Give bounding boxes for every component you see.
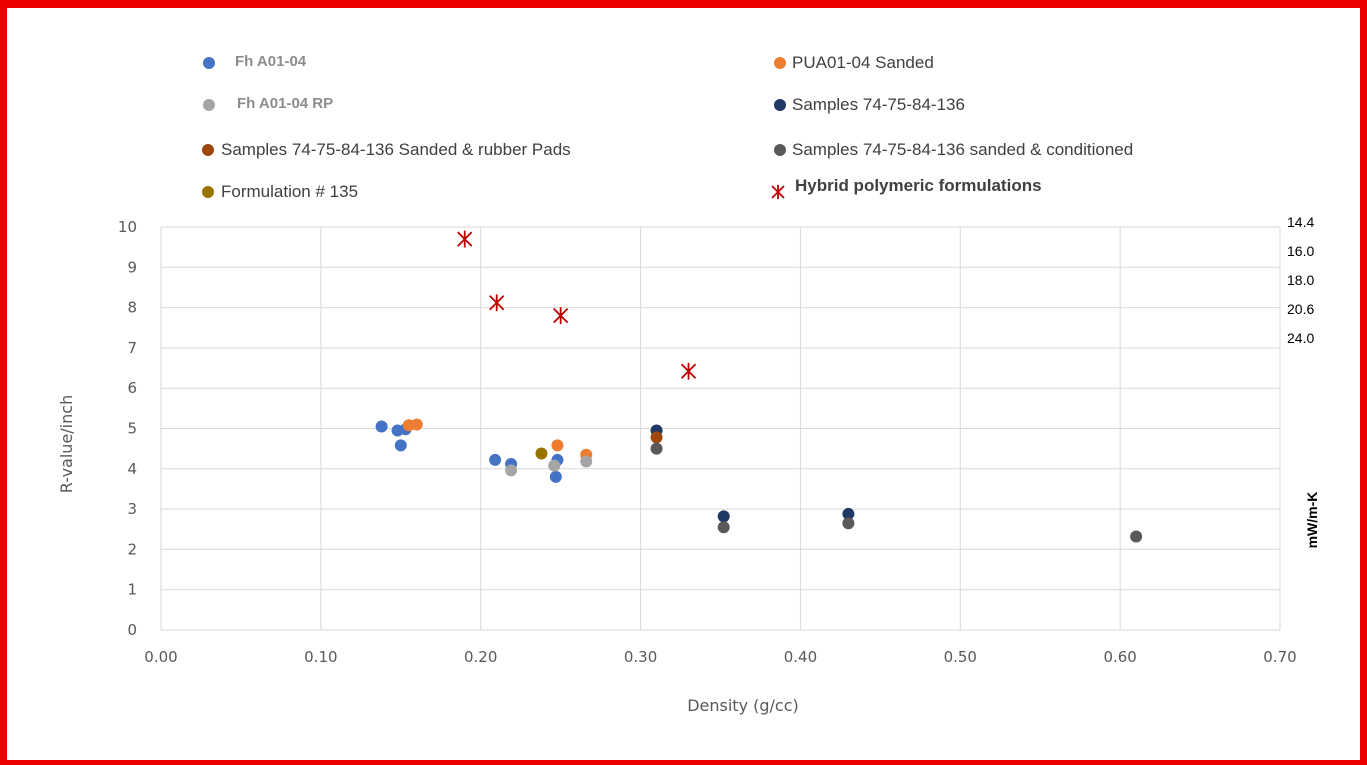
legend: Fh A01-04 PUA01-04 Sanded Fh A01-04 RP Samp…	[202, 53, 1133, 201]
x-tick-label: 0.60	[1103, 648, 1136, 666]
legend-marker	[202, 186, 214, 198]
data-point	[1130, 530, 1143, 543]
legend-marker	[774, 99, 786, 111]
y-tick-label: 4	[127, 460, 137, 478]
legend-marker	[203, 57, 215, 69]
y-axis-label: R-value/inch	[57, 395, 76, 493]
legend-entry-label: Samples 74-75-84-136	[792, 95, 965, 114]
x-tick-label: 0.70	[1263, 648, 1296, 666]
x-axis-ticks: 0.00 0.10 0.20 0.30 0.40 0.50 0.60 0.70	[144, 648, 1296, 666]
y-tick-label: 2	[127, 540, 137, 558]
legend-marker	[774, 57, 786, 69]
data-point	[551, 439, 564, 452]
x-tick-label: 0.20	[464, 648, 497, 666]
legend-entry-label: Fh A01-04 RP	[237, 95, 333, 112]
data-point	[548, 459, 561, 472]
legend-marker	[202, 144, 214, 156]
legend-entry-label: Samples 74-75-84-136 sanded & conditione…	[792, 140, 1133, 159]
y-tick-label: 9	[127, 258, 137, 276]
data-point	[717, 510, 730, 523]
x-tick-label: 0.30	[624, 648, 657, 666]
y-tick-label: 5	[127, 420, 137, 438]
data-point	[650, 442, 663, 455]
legend-entry-label: Hybrid polymeric formulations	[795, 176, 1042, 195]
legend-marker	[203, 99, 215, 111]
data-points	[375, 230, 1143, 543]
y2-axis-label: mW/m-K	[1304, 492, 1320, 549]
legend-entry-label: Formulation # 135	[221, 182, 358, 201]
y-tick-label: 1	[127, 581, 137, 599]
data-point	[375, 420, 388, 433]
legend-entry-label: PUA01-04 Sanded	[792, 53, 934, 72]
y2-tick-label: 14.4	[1287, 214, 1314, 230]
data-point	[535, 447, 548, 460]
data-point	[410, 418, 423, 431]
y-tick-label: 0	[127, 621, 137, 639]
y-tick-label: 8	[127, 299, 137, 317]
data-point	[717, 521, 730, 534]
data-point	[580, 455, 593, 468]
y2-axis-ticks: 14.4 16.0 18.0 20.6 24.0	[1287, 214, 1314, 346]
data-point	[394, 439, 407, 452]
data-point	[650, 431, 663, 444]
data-point-star	[457, 230, 473, 248]
data-point-star	[489, 294, 505, 312]
legend-entry-label: Fh A01-04	[235, 53, 307, 70]
data-point	[842, 517, 855, 530]
legend-marker-star	[771, 184, 785, 200]
data-point	[505, 464, 518, 477]
x-tick-label: 0.40	[784, 648, 817, 666]
x-axis-label: Density (g/cc)	[687, 696, 799, 715]
data-point	[489, 453, 502, 466]
legend-entry-label: Samples 74-75-84-136 Sanded & rubber Pad…	[221, 140, 571, 159]
y2-tick-label: 16.0	[1287, 243, 1314, 259]
y2-tick-label: 18.0	[1287, 272, 1314, 288]
data-point-star	[553, 307, 569, 325]
y2-tick-label: 20.6	[1287, 301, 1314, 317]
y-tick-label: 10	[118, 218, 137, 236]
y2-tick-label: 24.0	[1287, 330, 1314, 346]
y-tick-label: 3	[127, 500, 137, 518]
y-tick-label: 6	[127, 379, 137, 397]
y-tick-label: 7	[127, 339, 137, 357]
data-point-star	[680, 362, 697, 380]
legend-marker	[774, 144, 786, 156]
y-axis-ticks: 0 1 2 3 4 5 6 7 8 9 10	[118, 218, 137, 639]
data-point	[549, 470, 562, 483]
x-tick-label: 0.10	[304, 648, 337, 666]
x-tick-label: 0.00	[144, 648, 177, 666]
x-tick-label: 0.50	[944, 648, 977, 666]
data-point	[842, 507, 855, 520]
grid	[160, 226, 1281, 631]
